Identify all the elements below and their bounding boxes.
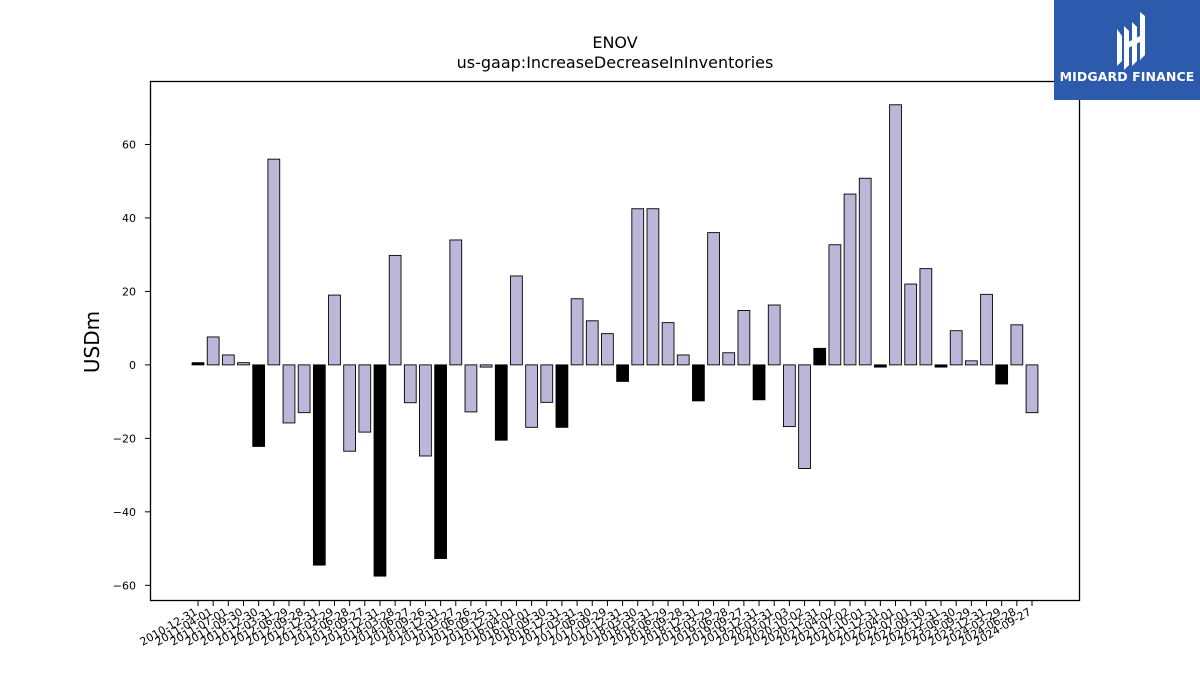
bar-2020-12-31 — [813, 347, 827, 366]
bar-2015-03-27 — [449, 239, 463, 366]
bar-2022-12-31 — [934, 364, 948, 368]
bar-2018-03-31 — [646, 208, 660, 366]
y-tick-label: 0 — [129, 359, 136, 372]
bar-2024-06-28 — [1010, 324, 1024, 366]
bar-2013-12-31 — [373, 364, 387, 577]
bar-2016-07-01 — [525, 364, 538, 428]
bar-2016-12-31 — [555, 364, 569, 428]
bar-2017-06-30 — [585, 320, 599, 366]
plot-area-frame — [149, 80, 1081, 602]
bar-2011-12-30 — [252, 364, 266, 447]
bar-2011-09-30 — [237, 362, 250, 366]
bar-2017-09-29 — [601, 333, 614, 366]
bar-2014-06-27 — [403, 364, 417, 404]
bar-2014-03-28 — [388, 254, 402, 366]
y-tick-label: −60 — [113, 579, 136, 592]
bar-2014-12-31 — [434, 364, 447, 559]
bar-2019-03-29 — [707, 232, 720, 366]
y-axis: −60 −40 −20 0 20 40 60 — [113, 138, 151, 592]
bar-2015-09-25 — [479, 364, 493, 368]
bar-2016-09-30 — [540, 364, 554, 403]
bar-2022-04-01 — [889, 104, 902, 366]
bar-2021-04-02 — [828, 244, 842, 366]
bar-2011-04-01 — [206, 336, 220, 366]
y-tick-label: 20 — [122, 285, 136, 298]
watermark-text: MIDGARD FINANCE — [1059, 69, 1195, 84]
bar-2012-12-31 — [312, 364, 326, 566]
bar-2017-03-31 — [570, 298, 584, 366]
bar-2012-03-31 — [267, 158, 281, 366]
bar-2019-06-28 — [722, 352, 736, 366]
bar-2013-09-27 — [358, 364, 372, 433]
bar-2021-07-02 — [843, 193, 857, 366]
bar-2019-12-31 — [752, 364, 766, 401]
chart-title: ENOV — [592, 33, 637, 52]
bar-2024-03-29 — [995, 364, 1009, 385]
bar-2022-09-30 — [919, 268, 933, 366]
bar-2022-07-01 — [904, 283, 918, 366]
bar-2023-12-31 — [980, 293, 993, 366]
bar-2011-07-01 — [221, 354, 235, 366]
bar-2024-09-27 — [1025, 364, 1039, 414]
bar-2020-03-31 — [767, 304, 781, 366]
bar-2023-09-29 — [964, 360, 978, 366]
bar-2020-07-03 — [783, 364, 796, 428]
y-tick-label: 60 — [122, 138, 136, 151]
bar-2015-12-31 — [494, 364, 508, 441]
bar-2018-06-29 — [661, 322, 675, 366]
bar-2018-03-30 — [631, 208, 645, 366]
bar-2013-06-28 — [343, 364, 357, 452]
bar-2023-06-30 — [949, 330, 963, 366]
bars-group — [191, 104, 1039, 577]
bar-2019-09-27 — [737, 310, 751, 366]
bar-2020-10-02 — [798, 364, 811, 469]
chart-subtitle: us-gaap:IncreaseDecreaseInInventories — [457, 53, 774, 72]
bar-2012-06-29 — [282, 364, 296, 424]
y-tick-label: −40 — [113, 506, 136, 519]
bar-2018-09-28 — [676, 354, 690, 366]
y-axis-label: USDm — [80, 311, 104, 373]
bar-2018-12-31 — [692, 364, 705, 402]
bar-2017-12-31 — [616, 364, 629, 382]
bar-2010-12-31 — [191, 362, 205, 366]
bar-2015-06-26 — [464, 364, 478, 413]
bar-2021-10-01 — [858, 177, 872, 366]
y-tick-label: −20 — [113, 432, 136, 445]
bar-2021-12-31 — [874, 364, 887, 368]
bar-2013-03-29 — [328, 294, 341, 366]
midgard-logo-icon — [1117, 12, 1145, 70]
x-axis: 2010-12-312011-04-012011-07-012011-09-30… — [138, 600, 1034, 649]
bar-2016-04-01 — [510, 275, 523, 366]
midgard-logo: MIDGARD FINANCE — [1054, 0, 1200, 100]
bar-2014-09-26 — [419, 364, 432, 457]
y-tick-label: 40 — [122, 212, 136, 225]
bar-2012-09-28 — [297, 364, 311, 414]
